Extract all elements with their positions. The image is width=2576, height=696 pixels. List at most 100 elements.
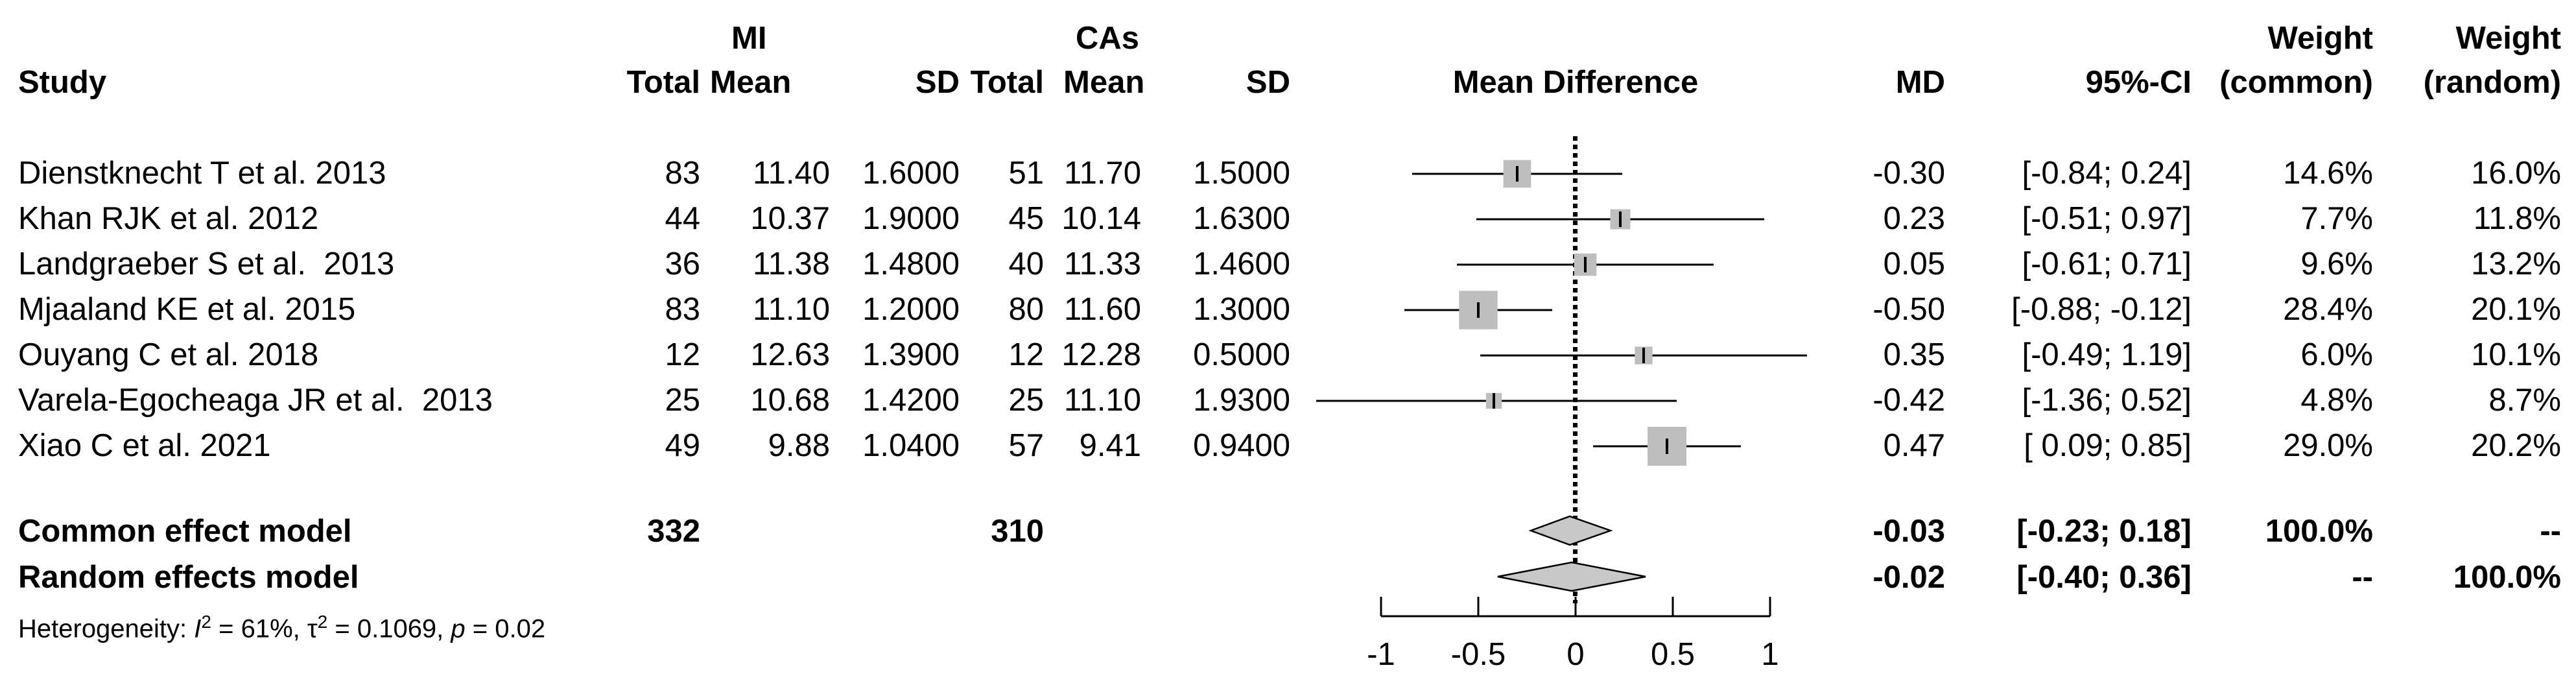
het-p-value: = 0.02 bbox=[465, 614, 546, 643]
ca-total: 12 bbox=[1008, 337, 1044, 372]
common-ca-total: 310 bbox=[991, 514, 1044, 549]
mi-sd: 1.4200 bbox=[862, 383, 960, 418]
study-md: 0.35 bbox=[1883, 337, 1945, 372]
random-diamond bbox=[1497, 561, 1646, 592]
study-weight-common: 29.0% bbox=[2283, 428, 2373, 463]
study-ci: [-0.51; 0.97] bbox=[2022, 201, 2192, 236]
mi-sd: 1.3900 bbox=[862, 337, 960, 372]
header-mi: MI bbox=[731, 21, 767, 56]
mi-mean: 11.10 bbox=[753, 292, 830, 327]
het-tau-symbol: τ bbox=[307, 614, 318, 643]
het-i-sup: 2 bbox=[201, 612, 211, 632]
study-weight-random: 20.1% bbox=[2471, 292, 2561, 327]
common-w-random: -- bbox=[2540, 514, 2561, 549]
ca-total: 57 bbox=[1008, 428, 1044, 463]
mi-sd: 1.6000 bbox=[862, 156, 960, 191]
x-tick-label: 0 bbox=[1566, 637, 1584, 672]
het-prefix: Heterogeneity: bbox=[18, 614, 195, 643]
study-weight-common: 4.8% bbox=[2300, 383, 2373, 418]
ca-mean: 11.70 bbox=[1064, 156, 1141, 191]
study-weight-random: 11.8% bbox=[2473, 201, 2561, 236]
het-i-value: = 61%, bbox=[211, 614, 307, 643]
study-weight-common: 7.7% bbox=[2300, 201, 2373, 236]
ca-sd: 1.6300 bbox=[1193, 201, 1290, 236]
header-weight-common-sub: (common) bbox=[2219, 65, 2373, 100]
mi-total: 25 bbox=[665, 383, 700, 418]
het-tau-value: = 0.1069, bbox=[327, 614, 451, 643]
header-mi-sd: SD bbox=[915, 65, 960, 100]
ca-sd: 1.5000 bbox=[1193, 156, 1290, 191]
study-md: 0.47 bbox=[1883, 428, 1945, 463]
study-name: Xiao C et al. 2021 bbox=[18, 428, 271, 463]
mi-sd: 1.4800 bbox=[862, 246, 960, 282]
study-ci: [-1.36; 0.52] bbox=[2022, 383, 2192, 418]
ca-mean: 11.33 bbox=[1064, 246, 1141, 282]
study-ci: [-0.61; 0.71] bbox=[2022, 246, 2192, 282]
ca-sd: 1.3000 bbox=[1193, 292, 1290, 327]
mi-sd: 1.9000 bbox=[862, 201, 960, 236]
mi-mean: 11.38 bbox=[753, 246, 830, 282]
header-cas: CAs bbox=[1076, 21, 1140, 56]
study-weight-random: 20.2% bbox=[2471, 428, 2561, 463]
study-ci: [-0.88; -0.12] bbox=[2011, 292, 2192, 327]
study-weight-common: 9.6% bbox=[2300, 246, 2373, 282]
study-md: -0.30 bbox=[1873, 156, 1945, 191]
common-mi-total: 332 bbox=[647, 514, 700, 549]
random-w-common: -- bbox=[2352, 560, 2373, 595]
x-tick-label: -1 bbox=[1367, 637, 1395, 672]
study-weight-common: 6.0% bbox=[2300, 337, 2373, 372]
study-ci: [ 0.09; 0.85] bbox=[2024, 428, 2192, 463]
study-name: Dienstknecht T et al. 2013 bbox=[18, 156, 386, 191]
random-w-random: 100.0% bbox=[2453, 560, 2561, 595]
header-ca-sd: SD bbox=[1246, 65, 1290, 100]
ca-total: 40 bbox=[1008, 246, 1044, 282]
het-tau-sup: 2 bbox=[317, 612, 328, 632]
common-diamond bbox=[1528, 515, 1613, 546]
x-tick-label: -0.5 bbox=[1451, 637, 1506, 672]
mi-total: 44 bbox=[665, 201, 700, 236]
mi-sd: 1.0400 bbox=[862, 428, 960, 463]
ca-mean: 11.10 bbox=[1064, 383, 1141, 418]
study-weight-random: 16.0% bbox=[2471, 156, 2561, 191]
header-weight-random-sub: (random) bbox=[2423, 65, 2561, 100]
study-ci: [-0.84; 0.24] bbox=[2022, 156, 2192, 191]
study-md: -0.42 bbox=[1873, 383, 1945, 418]
mi-total: 83 bbox=[665, 156, 700, 191]
mi-mean: 11.40 bbox=[753, 156, 830, 191]
study-name: Mjaaland KE et al. 2015 bbox=[18, 292, 356, 327]
header-ca-mean: Mean bbox=[1063, 65, 1145, 100]
ca-sd: 0.5000 bbox=[1193, 337, 1290, 372]
study-md: -0.50 bbox=[1873, 292, 1945, 327]
ca-sd: 0.9400 bbox=[1193, 428, 1290, 463]
header-ci: 95%-CI bbox=[2085, 65, 2192, 100]
ca-total: 80 bbox=[1008, 292, 1044, 327]
random-ci: [-0.40; 0.36] bbox=[2016, 560, 2192, 595]
mi-total: 12 bbox=[665, 337, 700, 372]
study-weight-random: 10.1% bbox=[2471, 337, 2561, 372]
ca-mean: 9.41 bbox=[1079, 428, 1141, 463]
header-plot-title: Mean Difference bbox=[1452, 65, 1699, 100]
study-weight-common: 28.4% bbox=[2283, 292, 2373, 327]
study-weight-random: 13.2% bbox=[2471, 246, 2561, 282]
mi-mean: 12.63 bbox=[750, 337, 830, 372]
ca-mean: 10.14 bbox=[1061, 201, 1141, 236]
header-mi-mean: Mean bbox=[710, 65, 792, 100]
het-i-symbol: I bbox=[194, 614, 202, 643]
study-md: 0.23 bbox=[1883, 201, 1945, 236]
study-weight-common: 14.6% bbox=[2283, 156, 2373, 191]
header-weight-common: Weight bbox=[2267, 21, 2373, 56]
ca-total: 45 bbox=[1008, 201, 1044, 236]
study-name: Ouyang C et al. 2018 bbox=[18, 337, 319, 372]
ca-total: 51 bbox=[1008, 156, 1044, 191]
header-ca-total: Total bbox=[970, 65, 1044, 100]
ca-sd: 1.9300 bbox=[1193, 383, 1290, 418]
common-w-common: 100.0% bbox=[2265, 514, 2373, 549]
study-md: 0.05 bbox=[1883, 246, 1945, 282]
header-md: MD bbox=[1895, 65, 1945, 100]
ca-sd: 1.4600 bbox=[1193, 246, 1290, 282]
heterogeneity-text: Heterogeneity: I2 = 61%, τ2 = 0.1069, p … bbox=[18, 613, 545, 642]
mi-mean: 10.68 bbox=[750, 383, 830, 418]
mi-sd: 1.2000 bbox=[862, 292, 960, 327]
random-md: -0.02 bbox=[1873, 560, 1945, 595]
common-label: Common effect model bbox=[18, 514, 352, 549]
